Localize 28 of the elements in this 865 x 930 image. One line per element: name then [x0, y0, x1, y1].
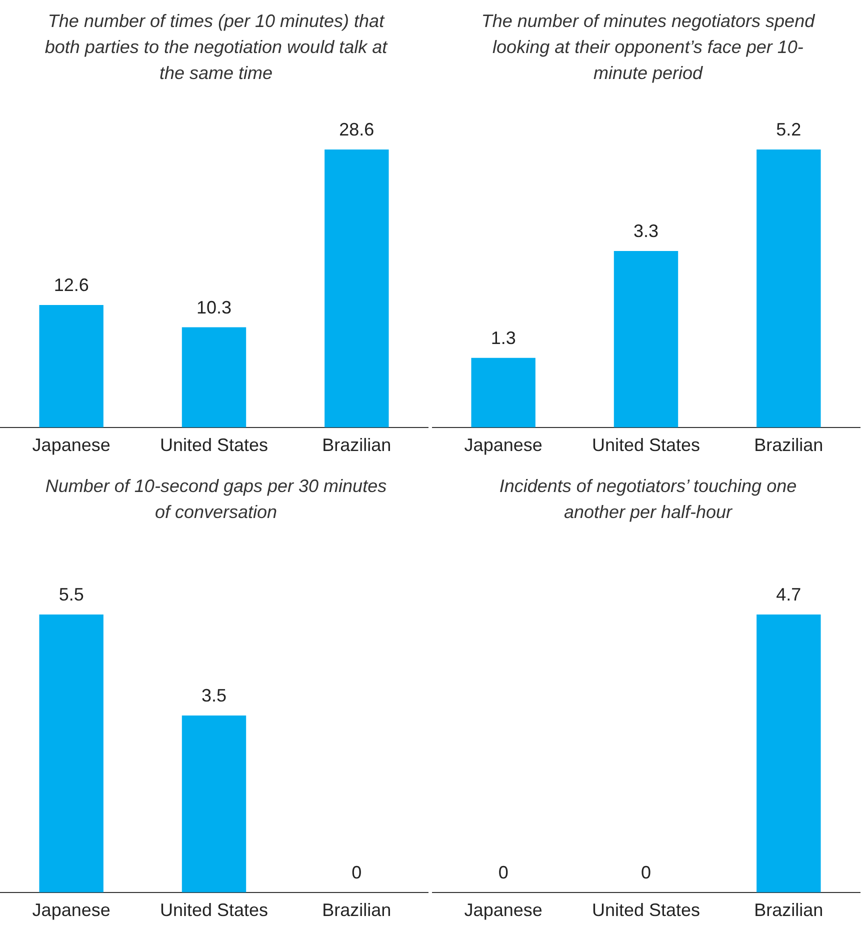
data-label: 0 [498, 862, 508, 882]
x-tick-label: Japanese [464, 900, 542, 920]
data-label: 0 [352, 862, 362, 882]
chart-title: The number of times (per 10 minutes) that both parties to the negotiation would talk at the same time [44, 10, 389, 85]
x-tick-label: Brazilian [754, 435, 824, 456]
x-tick-label: Brazilian [322, 435, 392, 456]
x-tick-label: Japanese [32, 435, 110, 456]
data-label: 1.3 [490, 328, 516, 348]
x-tick-label: United States [592, 900, 700, 920]
chart-title: Number of 10-second gaps per 30 minutes of conversation [44, 475, 388, 524]
data-label: 5.2 [776, 119, 802, 140]
x-tick-label: Japanese [32, 900, 110, 920]
data-label: 28.6 [339, 119, 374, 140]
data-label: 12.6 [54, 274, 89, 295]
data-label: 0 [640, 862, 652, 882]
x-tick-label: Brazilian [754, 900, 824, 920]
x-tick-label: United States [592, 435, 700, 456]
chart-title: Incidents of negotiators’ touching one another per half-hour [498, 475, 798, 524]
data-label: 5.5 [58, 584, 84, 604]
x-tick-label: United States [160, 900, 268, 920]
data-label: 10.3 [196, 297, 232, 318]
x-tick-label: United States [160, 435, 268, 456]
chart-title: The number of minutes negotiators spend looking at their opponent’s face per 10-minute period [480, 10, 816, 85]
data-label: 4.7 [776, 584, 802, 604]
x-tick-label: Brazilian [322, 900, 392, 920]
data-label: 3.5 [201, 686, 227, 706]
x-tick-label: Japanese [464, 435, 542, 456]
data-label: 3.3 [633, 220, 659, 241]
